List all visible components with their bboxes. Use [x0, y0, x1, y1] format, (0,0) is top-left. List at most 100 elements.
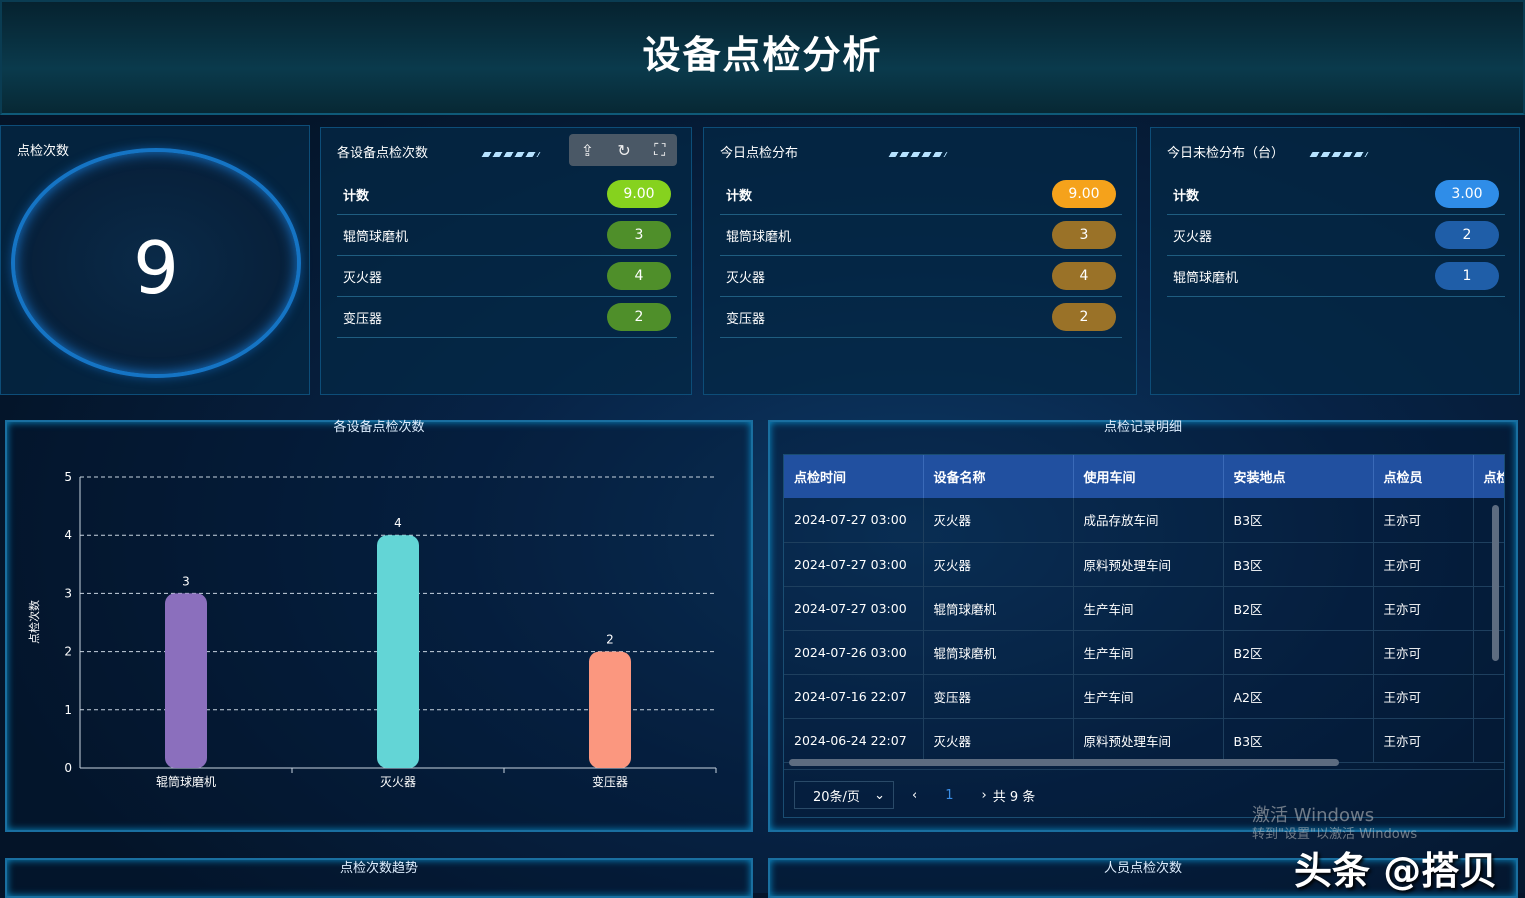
table-row[interactable]: 2024-07-16 22:07 变压器 生产车间 A2区 王亦可 [784, 674, 1504, 719]
item-label: 计数 [726, 188, 753, 204]
table-cell [1473, 586, 1504, 631]
item-label: 计数 [1173, 188, 1200, 204]
table-cell: 2024-07-26 03:00 [784, 630, 924, 675]
panel-title: 各设备点检次数 [333, 420, 425, 435]
table-cell: 成品存放车间 [1073, 498, 1224, 543]
table-cell: 2024-07-27 03:00 [784, 542, 924, 587]
brand-watermark: 头条 @搭贝 [1294, 849, 1498, 893]
x-tick-label: 辊筒球磨机 [156, 774, 216, 789]
export-icon[interactable]: ⇪ [580, 140, 595, 160]
pagination: 20条/页 ⌄ ‹ 1 › 共 9 条 [794, 781, 1035, 809]
table-row[interactable]: 2024-07-27 03:00 辊筒球磨机 生产车间 B2区 王亦可 [784, 586, 1504, 631]
y-tick-label: 1 [64, 703, 72, 717]
table-cell: 王亦可 [1373, 586, 1474, 631]
table-cell: 王亦可 [1373, 630, 1474, 675]
y-tick-label: 2 [64, 645, 72, 659]
count-badge: 3.00 [1435, 180, 1499, 208]
y-tick-label: 4 [64, 528, 72, 542]
x-tick-label: 灭火器 [380, 775, 416, 789]
item-label: 灭火器 [343, 270, 383, 286]
y-tick-label: 0 [64, 761, 72, 775]
panel-title: 点检记录明细 [1103, 420, 1182, 435]
column-header[interactable]: 点检 [1473, 455, 1504, 498]
table-cell: 辊筒球磨机 [923, 630, 1074, 675]
list-item: 变压器 2 [337, 297, 677, 338]
table-cell: B3区 [1223, 498, 1374, 543]
table-row[interactable]: 2024-07-27 03:00 灭火器 成品存放车间 B3区 王亦可 [784, 498, 1504, 543]
list-item: 计数 9.00 [720, 174, 1122, 215]
column-header[interactable]: 点检时间 [784, 455, 924, 498]
column-header[interactable]: 点检员 [1373, 455, 1474, 498]
header: 设备点检分析 [0, 0, 1525, 115]
table-cell [1473, 718, 1504, 763]
column-header[interactable]: 安装地点 [1223, 455, 1374, 498]
item-label: 灭火器 [1173, 229, 1213, 245]
bar-0 [165, 593, 207, 768]
count-badge: 9.00 [1052, 180, 1116, 208]
windows-watermark: 激活 Windows 转到"设置"以激活 Windows [1252, 805, 1417, 844]
ring-decoration [11, 148, 301, 378]
page-number[interactable]: 1 [945, 787, 954, 803]
next-page-button[interactable]: › [981, 787, 987, 803]
table-cell: 原料预处理车间 [1073, 718, 1224, 763]
column-header[interactable]: 设备名称 [923, 455, 1074, 498]
prev-page-button[interactable]: ‹ [912, 787, 918, 803]
table-row[interactable]: 2024-06-24 22:07 灭火器 原料预处理车间 B3区 王亦可 [784, 718, 1504, 763]
table-cell [1473, 674, 1504, 719]
list-item: 变压器 2 [720, 297, 1122, 338]
table-cell: B3区 [1223, 718, 1374, 763]
list-item: 灭火器 4 [720, 256, 1122, 297]
staff-panel: 人员点检次数 [768, 858, 1518, 898]
item-label: 变压器 [726, 311, 766, 327]
page-size-select[interactable]: 20条/页 ⌄ [794, 781, 894, 809]
bar-chart: 0 1 2 3 4 5 点检次数 3 辊筒球磨机 4 灭火器 2 变压器 [27, 470, 717, 789]
table-cell: 灭火器 [923, 542, 1074, 587]
table-cell [1473, 542, 1504, 587]
device-counts-panel: 各设备点检次数 ⇪ ↻ ⛶ 计数 9.00 辊筒球磨机 3 灭火器 4 变压器 2 [320, 127, 692, 395]
panel-title: 点检次数趋势 [339, 861, 418, 876]
records-table: 点检时间设备名称使用车间安装地点点检员点检2024-07-27 03:00灭火器… [783, 454, 1505, 818]
list-item: 辊筒球磨机 3 [337, 215, 677, 256]
vertical-scrollbar[interactable] [1492, 505, 1499, 661]
refresh-icon[interactable]: ↻ [617, 140, 631, 160]
fullscreen-icon[interactable]: ⛶ [654, 140, 666, 159]
count-badge: 2 [1435, 221, 1499, 249]
data-label: 3 [182, 574, 190, 588]
table-row[interactable]: 2024-07-27 03:00 灭火器 原料预处理车间 B3区 王亦可 [784, 542, 1504, 587]
table-cell: B2区 [1223, 586, 1374, 631]
list-item: 计数 3.00 [1167, 174, 1505, 215]
table-cell: 王亦可 [1373, 498, 1474, 543]
table-cell: 生产车间 [1073, 674, 1224, 719]
trend-panel: 点检次数趋势 [5, 858, 753, 898]
count-badge: 9.00 [607, 180, 671, 208]
watermark-line1: 激活 Windows [1252, 805, 1375, 826]
list-item: 灭火器 4 [337, 256, 677, 297]
panel-title: 各设备点检次数 [337, 146, 429, 161]
table-cell: 王亦可 [1373, 674, 1474, 719]
panel-title: 今日未检分布（台） [1167, 146, 1285, 161]
total-count: 共 9 条 [992, 789, 1036, 805]
table-cell: 王亦可 [1373, 718, 1474, 763]
bar-1 [377, 535, 419, 768]
item-label: 辊筒球磨机 [343, 229, 409, 245]
table-cell: B3区 [1223, 542, 1374, 587]
table-cell: 辊筒球磨机 [923, 586, 1074, 631]
count-badge: 3 [1052, 221, 1116, 249]
chevron-down-icon: ⌄ [874, 787, 885, 803]
list-item: 灭火器 2 [1167, 215, 1505, 256]
count-badge: 4 [607, 262, 671, 290]
total-value: 9 [133, 226, 179, 310]
item-label: 计数 [343, 188, 370, 204]
table-cell: 2024-07-27 03:00 [784, 586, 924, 631]
table-cell: 王亦可 [1373, 542, 1474, 587]
table-row[interactable]: 2024-07-26 03:00 辊筒球磨机 生产车间 B2区 王亦可 [784, 630, 1504, 675]
horizontal-scrollbar[interactable] [789, 759, 1339, 766]
item-label: 辊筒球磨机 [1173, 270, 1239, 286]
table-cell: 生产车间 [1073, 630, 1224, 675]
panel-title: 今日点检分布 [720, 146, 799, 161]
table-cell: 灭火器 [923, 498, 1074, 543]
table-cell: 灭火器 [923, 718, 1074, 763]
bar-2 [589, 651, 631, 768]
table-cell: 2024-07-27 03:00 [784, 498, 924, 543]
column-header[interactable]: 使用车间 [1073, 455, 1224, 498]
